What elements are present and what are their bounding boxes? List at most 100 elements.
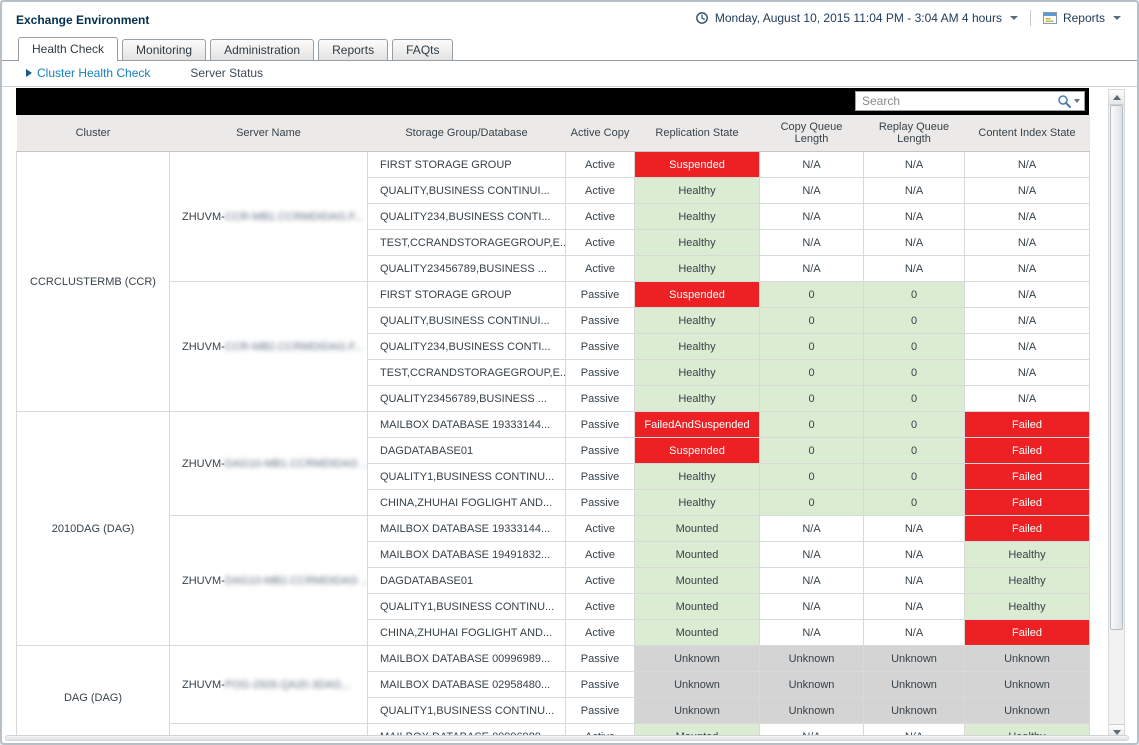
active-copy-cell: Active xyxy=(565,151,635,178)
table-row[interactable]: QUALITY1,BUSINESS CONTINU... Passive Healt… xyxy=(17,463,1090,490)
table-row[interactable]: TEST,CCRANDSTORAGEGROUP,E... Active Health… xyxy=(17,229,1090,256)
search-options-chevron-down-icon[interactable] xyxy=(1074,99,1080,103)
content-index-cell: Healthy xyxy=(964,541,1090,568)
copy-queue-cell: 0 xyxy=(759,359,864,386)
column-header-replication-state[interactable]: Replication State xyxy=(634,115,760,152)
vertical-scrollbar-thumb[interactable] xyxy=(1110,105,1123,630)
table-row[interactable]: QUALITY23456789,BUSINESS ... Passive Healt… xyxy=(17,385,1090,412)
copy-queue-cell: 0 xyxy=(759,489,864,516)
copy-queue-cell: N/A xyxy=(759,255,864,282)
table-row[interactable]: CCRCLUSTERMB (CCR) ZHUVM-CCR-MB1.CCRMDIDA… xyxy=(16,151,1090,412)
replay-queue-cell: N/A xyxy=(863,515,965,542)
table-row[interactable]: QUALITY234,BUSINESS CONTI... Active Health… xyxy=(17,203,1090,230)
subnav-divider xyxy=(2,86,1137,87)
column-header-replay-queue-length[interactable]: Replay Queue Length xyxy=(863,115,965,152)
table-row[interactable]: MAILBOX DATABASE 19491832... Active Mounte… xyxy=(17,541,1090,568)
search-input[interactable] xyxy=(860,93,1057,109)
table-row[interactable]: ZHUVM-CCR-MB2.CCRMDIDAG.F... FIRST STORAG… xyxy=(17,281,1090,412)
active-copy-cell: Active xyxy=(565,203,635,230)
time-range-chevron-down-icon[interactable] xyxy=(1009,16,1018,20)
copy-queue-cell: 0 xyxy=(759,385,864,412)
replication-state-cell: Unknown xyxy=(634,671,760,698)
table-row[interactable]: MAILBOX DATABASE 02958480... Passive Unkno… xyxy=(17,671,1090,698)
server-name-blurred: DAG10-MB1.CCRMDIDAG ... xyxy=(224,457,368,470)
table-row[interactable]: CHINA,ZHUHAI FOGLIGHT AND... Active Mounte… xyxy=(17,619,1090,646)
server-name-cell: ZHUVM-DAG10-MB2.CCRMDIDAG ... xyxy=(169,515,368,646)
column-header-copy-queue-length[interactable]: Copy Queue Length xyxy=(759,115,864,152)
copy-queue-cell: Unknown xyxy=(759,645,864,672)
replay-queue-cell: N/A xyxy=(863,255,965,282)
replay-queue-cell: N/A xyxy=(863,619,965,646)
replication-state-cell: Healthy xyxy=(634,307,760,334)
active-copy-cell: Passive xyxy=(565,645,635,672)
replay-queue-cell: N/A xyxy=(863,229,965,256)
table-row[interactable]: DAGDATABASE01 Passive Suspended 0 0 Failed xyxy=(17,437,1090,464)
replay-queue-cell: 0 xyxy=(863,281,965,308)
table-row[interactable]: QUALITY1,BUSINESS CONTINU... Active Mounte… xyxy=(17,593,1090,620)
database-cell: QUALITY1,BUSINESS CONTINU... xyxy=(367,463,566,490)
table-row[interactable]: QUALITY1,BUSINESS CONTINU... Passive Unkno… xyxy=(17,697,1090,724)
column-header-storage-group-database[interactable]: Storage Group/Database xyxy=(367,115,566,152)
table-row[interactable]: TEST,CCRANDSTORAGEGROUP,E... Passive Healt… xyxy=(17,359,1090,386)
cluster-name-cell: DAG (DAG) xyxy=(16,645,170,741)
subnav-item-cluster-health-check[interactable]: Cluster Health Check xyxy=(26,66,150,80)
database-cell: MAILBOX DATABASE 02958480... xyxy=(367,671,566,698)
subnav-item-label: Cluster Health Check xyxy=(37,66,151,80)
database-cell: QUALITY1,BUSINESS CONTINU... xyxy=(367,697,566,724)
tab-faqts[interactable]: FAQts xyxy=(392,39,454,60)
clock-icon xyxy=(695,11,709,25)
active-copy-cell: Passive xyxy=(565,671,635,698)
replay-queue-cell: 0 xyxy=(863,489,965,516)
copy-queue-cell: N/A xyxy=(759,619,864,646)
column-header-content-index-state[interactable]: Content Index State xyxy=(964,115,1090,152)
column-header-active-copy[interactable]: Active Copy xyxy=(565,115,635,152)
table-row[interactable]: ZHUVM-DAG10-MB2.CCRMDIDAG ... MAILBOX DAT… xyxy=(17,515,1090,646)
database-cell: MAILBOX DATABASE 00996989... xyxy=(367,645,566,672)
scroll-up-button[interactable] xyxy=(1109,90,1124,105)
copy-queue-cell: N/A xyxy=(759,515,864,542)
active-copy-cell: Passive xyxy=(565,281,635,308)
content-index-cell: N/A xyxy=(964,307,1090,334)
content-index-cell: Unknown xyxy=(964,645,1090,672)
time-range-label[interactable]: Monday, August 10, 2015 11:04 PM - 3:04 … xyxy=(714,11,1002,25)
replication-state-cell: Healthy xyxy=(634,463,760,490)
database-cell: MAILBOX DATABASE 19333144... xyxy=(367,515,566,542)
table-row[interactable]: QUALITY23456789,BUSINESS ... Active Health… xyxy=(17,255,1090,282)
horizontal-scrollbar[interactable] xyxy=(5,735,1129,741)
database-cell: QUALITY23456789,BUSINESS ... xyxy=(367,385,566,412)
table-row[interactable]: DAG (DAG) ZHUVM-POG-2926.QA20.3DAG... MAIL… xyxy=(16,645,1090,741)
magnifier-icon[interactable] xyxy=(1057,94,1072,109)
table-row[interactable]: QUALITY,BUSINESS CONTINUI... Active Health… xyxy=(17,177,1090,204)
cluster-name-cell: 2010DAG (DAG) xyxy=(16,411,170,646)
database-cell: FIRST STORAGE GROUP xyxy=(367,151,566,178)
triangle-down-icon xyxy=(1112,729,1121,735)
content-index-cell: N/A xyxy=(964,177,1090,204)
table-row[interactable]: QUALITY234,BUSINESS CONTI... Passive Healt… xyxy=(17,333,1090,360)
active-copy-cell: Passive xyxy=(565,411,635,438)
database-cell: QUALITY1,BUSINESS CONTINU... xyxy=(367,593,566,620)
content-index-cell: Unknown xyxy=(964,697,1090,724)
replay-queue-cell: N/A xyxy=(863,177,965,204)
column-header-server-name[interactable]: Server Name xyxy=(169,115,368,152)
replication-state-cell: Unknown xyxy=(634,697,760,724)
table-row[interactable]: CHINA,ZHUHAI FOGLIGHT AND... Passive Healt… xyxy=(17,489,1090,516)
server-name-cell: ZHUVM-CCR-MB2.CCRMDIDAG.F... xyxy=(169,281,368,412)
replication-state-cell: FailedAndSuspended xyxy=(634,411,760,438)
tab-health-check[interactable]: Health Check xyxy=(18,37,119,61)
reports-menu[interactable]: Reports xyxy=(1062,11,1105,25)
database-cell: MAILBOX DATABASE 19491832... xyxy=(367,541,566,568)
reports-chevron-down-icon[interactable] xyxy=(1113,16,1121,20)
copy-queue-cell: 0 xyxy=(759,281,864,308)
column-header-cluster[interactable]: Cluster xyxy=(16,115,170,152)
table-row[interactable]: 2010DAG (DAG) ZHUVM-DAG10-MB1.CCRMDIDAG .… xyxy=(16,411,1090,646)
copy-queue-cell: N/A xyxy=(759,203,864,230)
subnav-item-server-status[interactable]: Server Status xyxy=(190,66,263,80)
tab-administration[interactable]: Administration xyxy=(210,39,315,60)
replay-queue-cell: N/A xyxy=(863,567,965,594)
table-row[interactable]: DAGDATABASE01 Active Mounted N/A N/A Healthy xyxy=(17,567,1090,594)
tab-reports[interactable]: Reports xyxy=(318,39,389,60)
replication-state-cell: Mounted xyxy=(634,515,760,542)
vertical-scrollbar[interactable] xyxy=(1108,89,1125,740)
tab-monitoring[interactable]: Monitoring xyxy=(122,39,207,60)
search-box xyxy=(855,91,1085,111)
